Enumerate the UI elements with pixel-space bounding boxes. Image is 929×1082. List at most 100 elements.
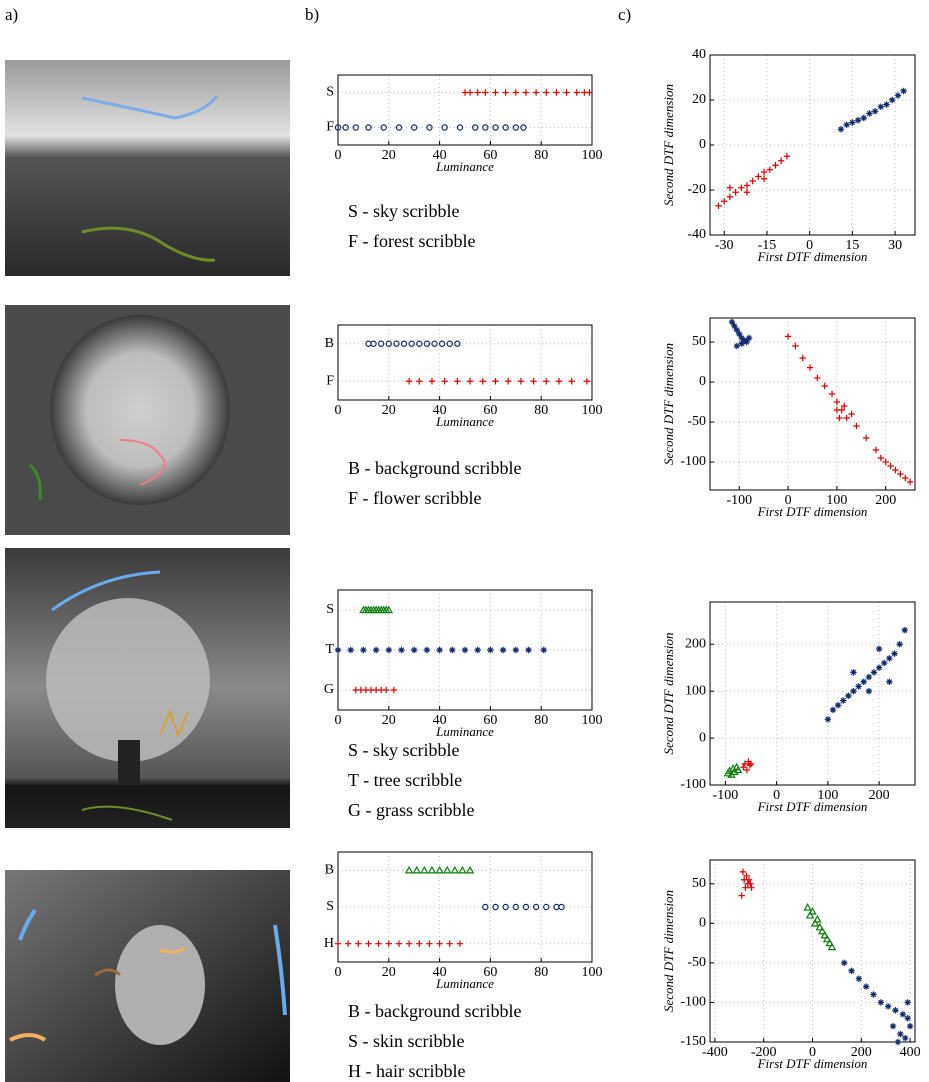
data-point (466, 378, 474, 385)
data-point (492, 124, 499, 131)
x-axis-label: Luminance (435, 159, 494, 174)
x-axis-label: Luminance (435, 414, 494, 429)
data-point (906, 1022, 914, 1030)
data-point (512, 124, 520, 131)
data-point (504, 378, 512, 385)
x-tick-label: -100 (726, 493, 752, 508)
data-point (875, 645, 883, 653)
y-tick-label: -50 (687, 955, 706, 970)
data-point (739, 868, 747, 876)
data-point (848, 410, 855, 418)
data-point (726, 184, 734, 191)
x-tick-label: 0 (335, 403, 342, 418)
data-point (360, 646, 367, 654)
data-point (573, 89, 580, 96)
y-tick-label: 0 (699, 730, 706, 745)
y-tick-label: F (326, 373, 334, 388)
data-point (385, 646, 392, 654)
data-point (889, 96, 896, 104)
x-tick-label: 400 (900, 1045, 921, 1060)
data-point (748, 884, 755, 891)
data-point (877, 999, 885, 1006)
data-point (487, 646, 494, 654)
x-tick-label: 60 (483, 713, 497, 728)
data-point (436, 940, 443, 947)
data-point (855, 975, 863, 982)
data-point (738, 340, 745, 347)
data-point (825, 938, 834, 947)
data-point (865, 673, 873, 681)
data-point (828, 390, 836, 398)
data-point (743, 338, 750, 346)
x-tick-label: 100 (582, 713, 603, 728)
data-point (882, 458, 889, 466)
data-point (881, 659, 888, 667)
plot-frame (709, 859, 916, 1043)
data-point (877, 454, 885, 462)
data-point (586, 89, 593, 96)
x-tick-label: 100 (817, 788, 838, 803)
x-axis-label: First DTF dimension (757, 799, 868, 814)
data-point (525, 646, 532, 654)
y-axis-label: Second DTF dimension (661, 632, 676, 754)
data-point (558, 903, 565, 911)
data-point (492, 89, 499, 96)
data-point (492, 378, 499, 385)
x-tick-label: 0 (785, 493, 792, 508)
data-point (897, 1030, 904, 1038)
data-point (892, 466, 899, 474)
x-tick-label: -200 (751, 1045, 777, 1060)
data-point (479, 378, 486, 385)
data-point (446, 940, 453, 947)
data-point (821, 382, 828, 390)
data-point (530, 378, 537, 385)
data-point (365, 940, 372, 947)
x-tick-label: 60 (483, 148, 497, 163)
data-point (822, 934, 832, 943)
x-tick-label: 15 (845, 238, 859, 253)
data-point (568, 378, 575, 385)
data-point (850, 687, 857, 695)
data-point (813, 914, 822, 923)
data-point (871, 108, 879, 115)
data-point (471, 124, 479, 131)
data-point (887, 462, 894, 470)
data-point (441, 124, 448, 131)
y-tick-label: 0 (699, 374, 706, 389)
x-tick-label: 40 (433, 403, 447, 418)
x-tick-label: 200 (875, 493, 896, 508)
data-point (738, 334, 745, 342)
data-point (814, 374, 821, 382)
data-point (848, 967, 855, 974)
data-point (755, 173, 762, 180)
data-point (894, 1038, 902, 1046)
y-tick-label: 200 (685, 636, 706, 651)
y-tick-label: -150 (680, 1034, 706, 1049)
legend-entry: S - sky scribble (348, 201, 460, 221)
x-tick-label: -400 (702, 1045, 728, 1060)
data-point (872, 446, 880, 454)
data-point (884, 1003, 892, 1010)
x-tick-label: 20 (382, 403, 396, 418)
data-point (741, 760, 749, 768)
data-point (894, 92, 902, 99)
data-point (815, 922, 825, 931)
data-point (465, 865, 475, 874)
x-tick-label: -15 (758, 238, 777, 253)
data-point (745, 334, 753, 342)
data-point (743, 872, 750, 880)
x-tick-label: 0 (809, 1045, 816, 1060)
data-point (860, 678, 867, 685)
data-point (837, 126, 845, 133)
data-point (806, 364, 814, 371)
legend-entry: B - background scribble (348, 458, 521, 478)
y-tick-label: B (325, 863, 334, 878)
data-point (426, 124, 433, 131)
x-tick-label: 200 (869, 788, 890, 803)
data-point (743, 182, 751, 189)
photo-portrait (5, 870, 290, 1082)
data-point (395, 124, 403, 131)
data-point (482, 903, 489, 911)
data-point (404, 865, 414, 874)
